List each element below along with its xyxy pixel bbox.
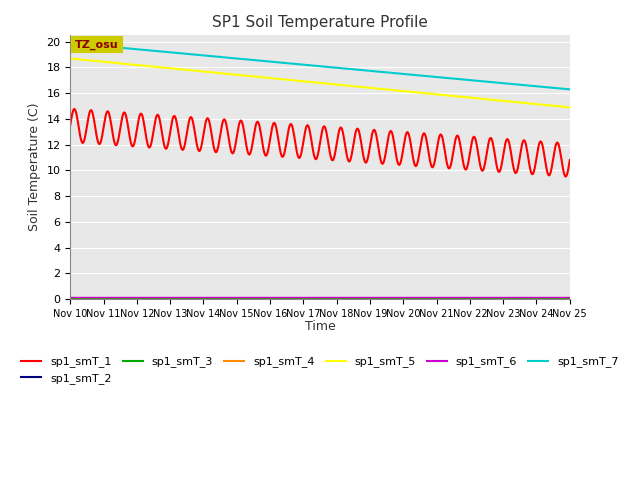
sp1_smT_2 bbox=[312, 295, 319, 301]
sp1_smT_5 bbox=[520, 100, 528, 106]
sp1_smT_6 bbox=[520, 294, 528, 300]
sp1_smT_6 bbox=[176, 294, 184, 300]
sp1_smT_1 bbox=[521, 138, 529, 144]
sp1_smT_2 bbox=[67, 295, 74, 301]
Line: sp1_smT_7: sp1_smT_7 bbox=[70, 43, 570, 89]
sp1_smT_6 bbox=[566, 294, 573, 300]
sp1_smT_4 bbox=[566, 296, 573, 301]
sp1_smT_3 bbox=[67, 295, 74, 300]
Line: sp1_smT_1: sp1_smT_1 bbox=[70, 109, 570, 177]
X-axis label: Time: Time bbox=[305, 320, 335, 333]
sp1_smT_5 bbox=[67, 56, 74, 61]
sp1_smT_3 bbox=[176, 295, 184, 300]
sp1_smT_5 bbox=[566, 105, 573, 110]
Title: SP1 Soil Temperature Profile: SP1 Soil Temperature Profile bbox=[212, 15, 428, 30]
sp1_smT_6 bbox=[360, 294, 368, 300]
sp1_smT_1 bbox=[198, 140, 206, 146]
sp1_smT_6 bbox=[410, 294, 417, 300]
sp1_smT_3 bbox=[566, 295, 573, 300]
sp1_smT_7 bbox=[176, 50, 184, 56]
sp1_smT_1 bbox=[70, 106, 78, 112]
sp1_smT_5 bbox=[360, 84, 368, 90]
sp1_smT_1 bbox=[566, 157, 573, 163]
sp1_smT_5 bbox=[410, 89, 417, 95]
sp1_smT_2 bbox=[176, 295, 184, 301]
sp1_smT_5 bbox=[176, 66, 184, 72]
sp1_smT_4 bbox=[520, 296, 528, 301]
sp1_smT_7 bbox=[360, 68, 368, 73]
Text: TZ_osu: TZ_osu bbox=[75, 39, 119, 49]
sp1_smT_2 bbox=[198, 295, 205, 301]
sp1_smT_5 bbox=[312, 80, 319, 85]
sp1_smT_1 bbox=[361, 159, 369, 165]
sp1_smT_1 bbox=[313, 156, 321, 162]
sp1_smT_6 bbox=[312, 294, 319, 300]
sp1_smT_3 bbox=[360, 295, 368, 300]
sp1_smT_1 bbox=[410, 161, 418, 167]
sp1_smT_2 bbox=[410, 295, 417, 301]
sp1_smT_4 bbox=[312, 296, 319, 301]
sp1_smT_7 bbox=[566, 86, 573, 92]
sp1_smT_4 bbox=[67, 296, 74, 301]
sp1_smT_4 bbox=[360, 296, 368, 301]
sp1_smT_6 bbox=[198, 294, 205, 300]
sp1_smT_4 bbox=[410, 296, 417, 301]
Line: sp1_smT_5: sp1_smT_5 bbox=[70, 59, 570, 108]
Legend: sp1_smT_1, sp1_smT_2, sp1_smT_3, sp1_smT_4, sp1_smT_5, sp1_smT_6, sp1_smT_7: sp1_smT_1, sp1_smT_2, sp1_smT_3, sp1_smT… bbox=[17, 352, 623, 388]
sp1_smT_5 bbox=[198, 69, 205, 74]
sp1_smT_1 bbox=[177, 142, 184, 148]
sp1_smT_7 bbox=[520, 82, 528, 88]
sp1_smT_7 bbox=[410, 72, 417, 78]
sp1_smT_3 bbox=[198, 295, 205, 300]
sp1_smT_6 bbox=[67, 294, 74, 300]
sp1_smT_2 bbox=[520, 295, 528, 301]
sp1_smT_3 bbox=[312, 295, 319, 300]
sp1_smT_7 bbox=[312, 63, 319, 69]
sp1_smT_7 bbox=[198, 52, 205, 58]
sp1_smT_1 bbox=[67, 122, 74, 128]
sp1_smT_4 bbox=[176, 296, 184, 301]
sp1_smT_2 bbox=[566, 295, 573, 301]
sp1_smT_1 bbox=[562, 174, 570, 180]
sp1_smT_3 bbox=[520, 295, 528, 300]
sp1_smT_4 bbox=[198, 296, 205, 301]
sp1_smT_7 bbox=[67, 40, 74, 46]
Y-axis label: Soil Temperature (C): Soil Temperature (C) bbox=[28, 103, 41, 231]
sp1_smT_3 bbox=[410, 295, 417, 300]
sp1_smT_2 bbox=[360, 295, 368, 301]
